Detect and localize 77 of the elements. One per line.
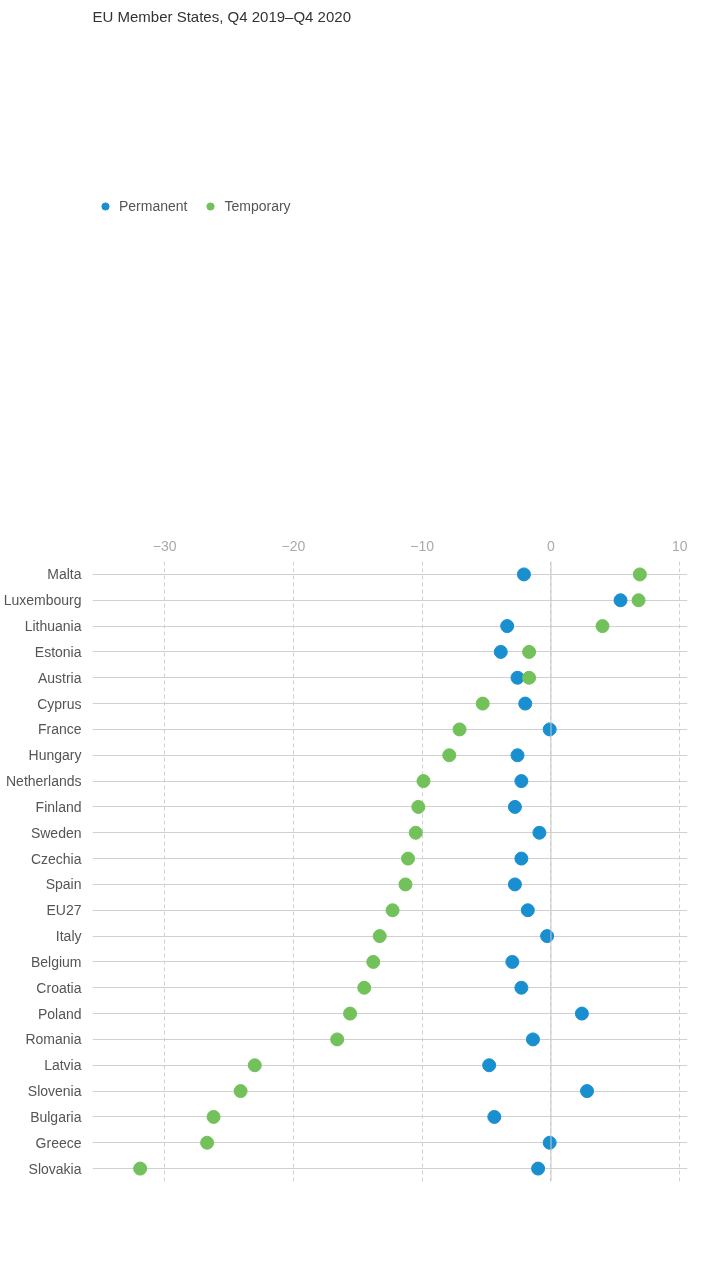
x-tick-label: 0 (547, 537, 556, 554)
y-tick-label: Bulgaria (30, 1108, 82, 1125)
point (595, 619, 610, 634)
point (514, 851, 529, 866)
point (330, 1032, 345, 1047)
y-tick-label: EU27 (46, 902, 82, 919)
point (416, 774, 431, 789)
point (510, 670, 525, 685)
point (482, 1058, 497, 1073)
point (531, 1161, 546, 1176)
point (574, 1006, 589, 1021)
point (343, 1006, 358, 1021)
point (372, 929, 387, 944)
y-tick-label: Croatia (36, 979, 82, 996)
y-tick-label: Austria (37, 669, 82, 686)
y-tick-label: Malta (47, 566, 82, 583)
legend-label: Temporary (224, 197, 291, 214)
y-tick-label: Hungary (28, 747, 82, 764)
y-tick-label: Slovakia (28, 1160, 82, 1177)
point (408, 825, 423, 840)
legend-label: Permanent (119, 197, 188, 214)
y-tick-label: Spain (45, 876, 82, 893)
point (518, 696, 533, 711)
y-tick-label: Estonia (34, 643, 82, 660)
point (385, 903, 400, 918)
y-tick-label: Netherlands (6, 773, 82, 790)
point (632, 567, 647, 582)
point (357, 980, 372, 995)
point (510, 748, 525, 763)
point (507, 799, 522, 814)
y-tick-label: Finland (35, 798, 82, 815)
point (247, 1058, 262, 1073)
point (500, 619, 515, 634)
point (398, 877, 413, 892)
point (493, 644, 508, 659)
point (475, 696, 490, 711)
y-tick-label: Greece (35, 1134, 82, 1151)
point (133, 1161, 148, 1176)
point (233, 1084, 248, 1099)
point (514, 980, 529, 995)
y-tick-label: France (37, 721, 82, 738)
y-tick-label: Slovenia (27, 1083, 82, 1100)
y-tick-label: Cyprus (37, 695, 82, 712)
point (580, 1084, 595, 1099)
point (522, 644, 537, 659)
x-tick-label: −20 (281, 537, 306, 554)
point (522, 670, 537, 685)
point (507, 877, 522, 892)
x-tick-label: 10 (671, 537, 688, 554)
y-tick-label: Luxembourg (3, 592, 82, 609)
point (514, 774, 529, 789)
point (520, 903, 535, 918)
chart-title: EU Member States, Q4 2019–Q4 2020 (92, 7, 351, 25)
y-tick-label: Lithuania (24, 618, 82, 635)
point (505, 954, 520, 969)
y-tick-label: Sweden (30, 824, 82, 841)
x-tick-label: −30 (152, 537, 177, 554)
point (613, 593, 628, 608)
y-tick-label: Latvia (44, 1057, 82, 1074)
y-tick-label: Italy (55, 928, 82, 945)
point (411, 799, 426, 814)
point (516, 567, 531, 582)
point (200, 1135, 215, 1150)
point (401, 851, 416, 866)
point (366, 954, 381, 969)
y-tick-label: Belgium (30, 953, 82, 970)
point (452, 722, 467, 737)
y-tick-label: Romania (25, 1031, 82, 1048)
x-tick-label: −10 (410, 537, 435, 554)
point (525, 1032, 540, 1047)
y-tick-label: Czechia (30, 850, 82, 867)
point (631, 593, 646, 608)
y-tick-label: Poland (37, 1005, 82, 1022)
point (206, 1109, 221, 1124)
point (487, 1109, 502, 1124)
point (532, 825, 547, 840)
point (442, 748, 457, 763)
